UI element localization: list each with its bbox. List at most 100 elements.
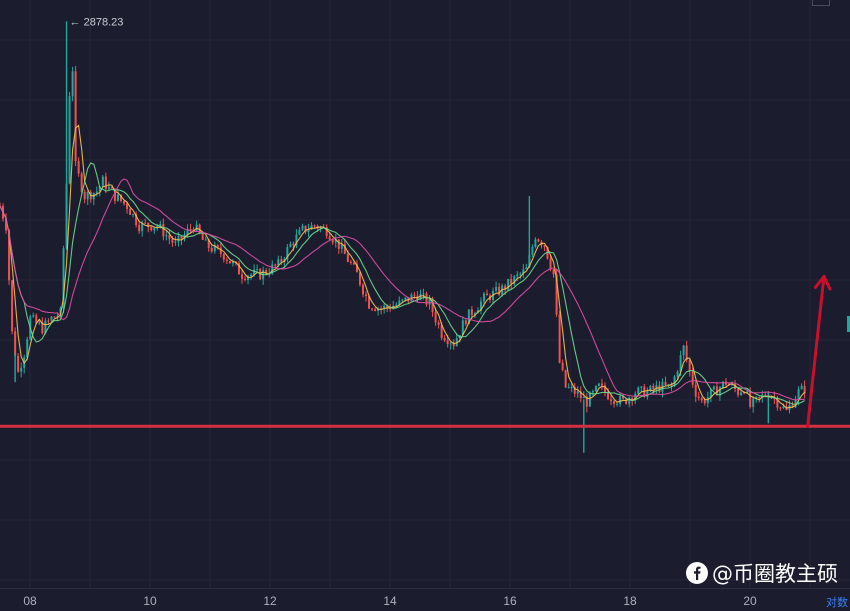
candle-body [95,191,98,194]
candle-body [349,261,352,264]
candle-body [470,309,473,316]
candle-body [119,194,122,201]
candle-body [352,263,355,265]
candle-body [386,305,389,308]
candle-body [135,214,138,226]
candle-body [691,371,694,385]
candle-body [398,300,401,305]
x-tick-label: 08 [23,594,37,608]
candle-body [752,398,755,407]
candle-body [192,229,195,231]
candle-body [162,223,165,237]
candle-body [244,278,247,280]
candle-body [401,299,404,301]
candle-body [525,267,528,270]
candle-body [582,396,585,399]
candle-body [132,214,135,216]
candle-body [743,392,746,394]
up-arrow-head [813,274,832,291]
panel-corner-handle[interactable] [812,0,830,6]
candle-body [794,399,797,408]
candle-body [225,259,228,261]
candle-body [419,294,422,300]
candle-body [240,274,243,279]
candle-body [588,392,591,407]
candle-body [797,389,800,400]
candle-body [222,254,225,260]
candle-body [68,96,71,184]
candle-body [449,343,452,345]
candle-body [171,238,174,243]
candle-body [670,384,673,387]
candle-body [150,227,153,231]
candle-body [467,309,470,325]
candle-body [519,273,522,275]
candle-body [737,389,740,396]
candle-body [782,406,785,409]
candle-body [404,297,407,300]
candle-body [649,385,652,392]
candle-body [395,304,398,306]
candle-body [307,229,310,233]
candle-body [679,355,682,372]
candle-body [461,320,464,336]
candle-body [607,392,610,400]
candle-body [709,389,712,398]
candle-body [337,239,340,249]
candle-body [328,236,331,240]
candle-body [256,269,259,271]
candle-body [74,71,77,162]
candle-body [159,223,162,227]
candle-body [694,384,697,397]
candle-body [534,239,537,247]
candle-body [652,385,655,390]
x-tick-label: 14 [383,594,397,608]
candle-body [26,339,29,358]
x-tick-label: 12 [263,594,277,608]
candle-body [558,314,561,363]
candle-body [47,320,50,322]
candle-body [247,276,250,280]
candle-body [138,225,141,232]
candle-body [86,191,89,200]
candle-body [779,407,782,409]
candle-body [304,225,307,233]
candle-body [56,316,59,318]
candle-body [619,395,622,404]
candle-body [104,176,107,190]
candle-body [482,293,485,302]
candle-body [703,400,706,404]
candle-body [422,293,425,295]
candle-body [434,312,437,323]
candle-body [579,391,582,399]
candle-body [17,355,20,372]
candle-body [250,274,253,277]
candle-body [219,247,222,255]
candle-body [144,222,147,224]
candle-body [98,186,101,192]
candle-body [346,253,349,262]
x-tick-label: 16 [503,594,517,608]
candle-body [77,161,80,174]
candle-body [740,392,743,396]
candle-body [718,387,721,396]
candle-body [153,227,156,231]
log-scale-toggle[interactable]: 对数 [826,597,848,609]
candle-body [528,254,531,268]
candle-body [195,224,198,231]
candle-body [365,294,368,297]
ma-mid-line [0,162,805,405]
candle-body [746,391,749,393]
candle-body [464,320,467,325]
candle-body [755,396,758,399]
candle-body [277,259,280,266]
candle-body [361,284,364,295]
candle-body [776,398,779,408]
candle-body [531,246,534,255]
candle-body [731,383,734,385]
candle-body [613,401,616,404]
candle-body [83,191,86,200]
candle-body [749,391,752,407]
candle-body [700,398,703,401]
candle-body [11,280,14,332]
